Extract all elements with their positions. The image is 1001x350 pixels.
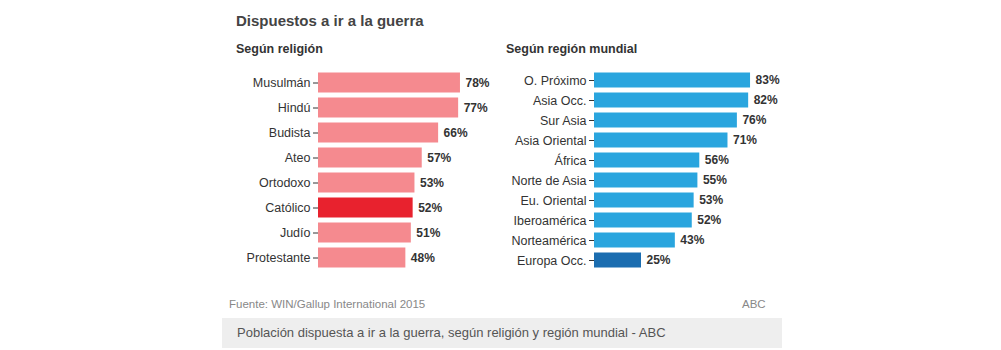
svg-text:Sur Asia: Sur Asia	[540, 114, 587, 128]
svg-text:52%: 52%	[697, 213, 721, 227]
svg-text:55%: 55%	[703, 173, 727, 187]
svg-text:78%: 78%	[465, 76, 489, 90]
html-text:ABC: ABC	[742, 298, 766, 310]
html-text:Según región mundial: Según región mundial	[506, 42, 638, 56]
svg-text:Protestante: Protestante	[247, 251, 311, 265]
svg-text:Ateo: Ateo	[285, 151, 311, 165]
svg-text:Norteamérica: Norteamérica	[511, 234, 586, 248]
svg-text:Asia Occ.: Asia Occ.	[533, 94, 587, 108]
svg-text:52%: 52%	[418, 201, 442, 215]
svg-text:53%: 53%	[420, 176, 444, 190]
svg-text:43%: 43%	[680, 233, 704, 247]
svg-text:Budista: Budista	[269, 126, 311, 140]
svg-text:Ortodoxo: Ortodoxo	[259, 176, 310, 190]
svg-text:66%: 66%	[444, 126, 468, 140]
svg-text:48%: 48%	[411, 251, 435, 265]
svg-text:82%: 82%	[754, 93, 778, 107]
svg-text:Judío: Judío	[280, 226, 311, 240]
svg-text:56%: 56%	[705, 153, 729, 167]
svg-text:77%: 77%	[464, 101, 488, 115]
svg-text:Europa Occ.: Europa Occ.	[517, 254, 586, 268]
html-text:Población dispuesta a ir a la: Población dispuesta a ir a la guerra, se…	[237, 325, 666, 340]
svg-text:Asia Oriental: Asia Oriental	[515, 134, 587, 148]
svg-text:76%: 76%	[742, 113, 766, 127]
svg-text:África: África	[555, 153, 587, 168]
svg-text:O. Próximo: O. Próximo	[524, 74, 587, 88]
svg-text:71%: 71%	[733, 133, 757, 147]
svg-text:Eu. Oriental: Eu. Oriental	[520, 194, 586, 208]
svg-text:Católico: Católico	[265, 201, 310, 215]
html-text:Dispuestos a ir a la guerra: Dispuestos a ir a la guerra	[236, 12, 424, 29]
svg-text:57%: 57%	[427, 151, 451, 165]
svg-text:51%: 51%	[416, 226, 440, 240]
svg-text:Musulmán: Musulmán	[253, 76, 311, 90]
svg-text:Norte de Asia: Norte de Asia	[511, 174, 586, 188]
svg-text:53%: 53%	[699, 193, 723, 207]
html-text:Fuente: WIN/Gallup Internation: Fuente: WIN/Gallup International 2015	[229, 298, 426, 310]
html-text:Según religión: Según religión	[236, 42, 323, 56]
svg-text:Iberoamérica: Iberoamérica	[514, 214, 587, 228]
svg-text:Hindú: Hindú	[278, 101, 311, 115]
svg-text:83%: 83%	[756, 73, 780, 87]
svg-text:25%: 25%	[647, 253, 671, 267]
